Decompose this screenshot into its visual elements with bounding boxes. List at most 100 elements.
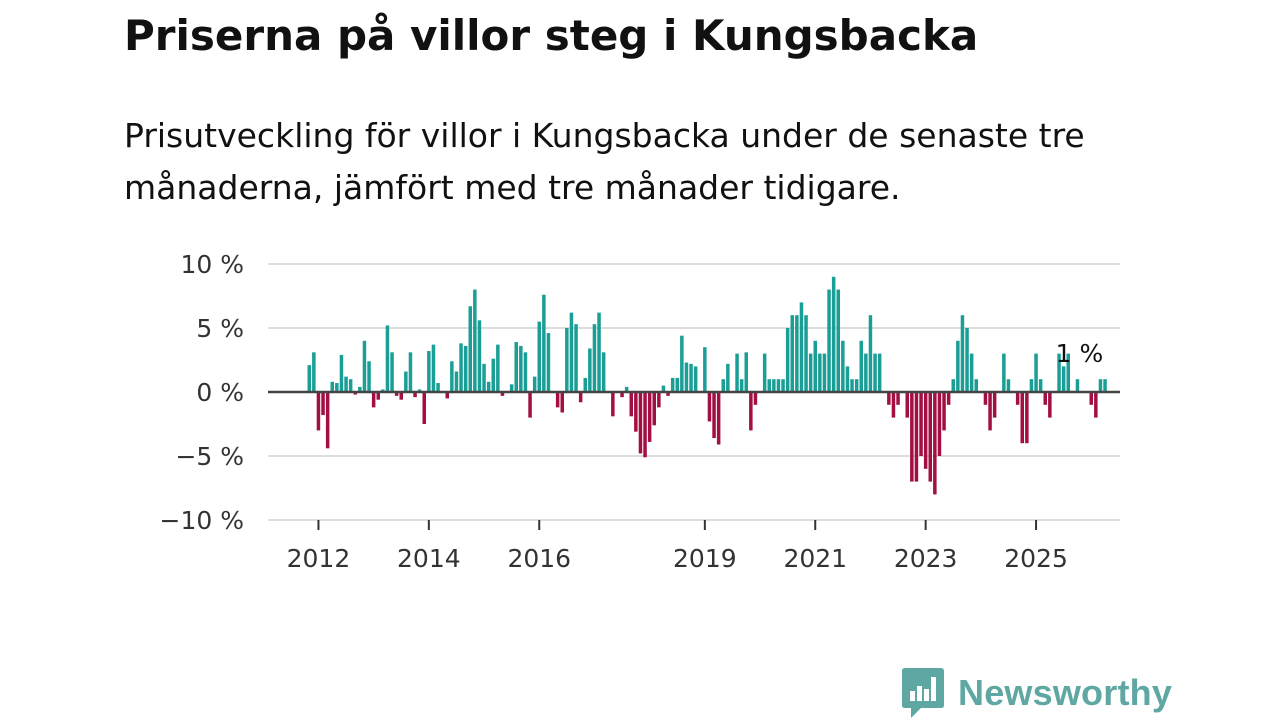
bar-positive xyxy=(721,379,725,392)
bar-positive xyxy=(431,344,436,392)
newsworthy-logo[interactable]: Newsworthy xyxy=(902,668,1172,718)
bar-positive xyxy=(450,361,454,392)
axis-layer xyxy=(268,390,1120,530)
bar-positive xyxy=(565,328,569,392)
bar-positive xyxy=(348,379,353,392)
bar-positive xyxy=(519,345,523,392)
bar-positive xyxy=(307,365,311,392)
bar-positive xyxy=(509,384,514,392)
bar-positive xyxy=(868,315,873,392)
bar-positive xyxy=(726,363,730,392)
label-layer: 10 % 5 % 0 % −5 % −10 % 2012 2014 2016 2019 2021 2… xyxy=(160,250,1104,573)
bar-positive xyxy=(795,315,799,392)
bar-positive xyxy=(661,385,666,392)
bar-positive xyxy=(1098,379,1103,392)
newsworthy-wordmark: Newsworthy xyxy=(958,672,1173,713)
x-tick-label: 2023 xyxy=(894,544,958,573)
bar-negative xyxy=(937,392,942,456)
bar-negative xyxy=(643,392,647,458)
bar-negative xyxy=(528,392,532,418)
bar-positive xyxy=(486,381,491,392)
bar-negative xyxy=(634,392,638,432)
bar-positive xyxy=(841,340,845,392)
bar-positive xyxy=(799,302,804,392)
bar-positive xyxy=(436,383,440,392)
bar-negative xyxy=(316,392,321,431)
x-tick-label: 2014 xyxy=(397,544,461,573)
bar-positive xyxy=(454,371,459,392)
bar-layer xyxy=(307,276,1107,495)
bar-positive xyxy=(960,315,965,392)
bar-negative xyxy=(1089,392,1093,405)
bar-chart-speech-bubble-icon xyxy=(902,668,944,718)
bar-positive xyxy=(427,351,431,392)
bar-negative xyxy=(749,392,753,431)
bar-negative xyxy=(657,392,661,408)
bar-positive xyxy=(831,276,836,392)
bar-positive xyxy=(804,315,808,392)
bar-negative xyxy=(983,392,988,405)
bar-negative xyxy=(376,392,380,400)
bar-negative xyxy=(445,392,449,399)
bar-positive xyxy=(381,389,385,392)
bar-positive xyxy=(1075,379,1080,392)
y-tick-label: 5 % xyxy=(196,314,244,343)
latest-value-annotation: 1 % xyxy=(1056,339,1104,368)
bar-negative xyxy=(1015,392,1020,405)
bar-positive xyxy=(675,377,679,392)
x-tick-label: 2019 xyxy=(673,544,737,573)
bar-negative xyxy=(394,392,399,396)
bar-positive xyxy=(808,353,813,392)
x-tick-label: 2016 xyxy=(507,544,571,573)
x-tick-label: 2025 xyxy=(1004,544,1068,573)
bar-negative xyxy=(638,392,643,454)
bar-negative xyxy=(413,392,417,398)
bar-negative xyxy=(620,392,624,398)
grid-layer xyxy=(268,263,1120,521)
bar-negative xyxy=(712,392,716,439)
bar-positive xyxy=(864,353,868,392)
bar-positive xyxy=(523,352,528,392)
bar-positive xyxy=(404,371,408,392)
bar-negative xyxy=(988,392,992,431)
bar-positive xyxy=(385,325,390,392)
bar-positive xyxy=(1061,366,1066,392)
bar-negative xyxy=(933,392,937,495)
bar-negative xyxy=(905,392,909,418)
bar-negative xyxy=(560,392,564,413)
bar-negative xyxy=(578,392,583,403)
bar-positive xyxy=(367,361,371,392)
bar-positive xyxy=(767,379,771,392)
bar-negative xyxy=(992,392,997,418)
bar-positive xyxy=(1066,353,1070,392)
bar-positive xyxy=(850,379,854,392)
bar-positive xyxy=(680,335,684,392)
x-tick-label: 2021 xyxy=(783,544,847,573)
bar-negative xyxy=(891,392,896,418)
bar-negative xyxy=(1025,392,1029,444)
bar-positive xyxy=(574,324,578,392)
bar-positive xyxy=(772,379,776,392)
bar-positive xyxy=(624,386,629,392)
bar-positive xyxy=(546,333,551,392)
bar-negative xyxy=(1094,392,1098,418)
bar-positive xyxy=(965,328,969,392)
bar-positive xyxy=(956,340,960,392)
bar-positive xyxy=(339,354,344,392)
bar-negative xyxy=(647,392,652,442)
y-tick-label: 0 % xyxy=(196,378,244,407)
bar-positive xyxy=(1038,379,1043,392)
bar-positive xyxy=(684,362,689,392)
bar-positive xyxy=(969,353,974,392)
bar-positive xyxy=(1057,353,1061,392)
chart-subtitle: Prisutveckling för villor i Kungsbacka u… xyxy=(124,116,1085,207)
bar-positive xyxy=(693,366,698,392)
bar-negative xyxy=(942,392,946,431)
bar-negative xyxy=(910,392,914,482)
bar-positive xyxy=(335,383,339,392)
bar-positive xyxy=(790,315,794,392)
bar-positive xyxy=(877,353,882,392)
x-tick-label: 2012 xyxy=(287,544,351,573)
bar-negative xyxy=(555,392,560,408)
bar-positive xyxy=(390,352,394,392)
